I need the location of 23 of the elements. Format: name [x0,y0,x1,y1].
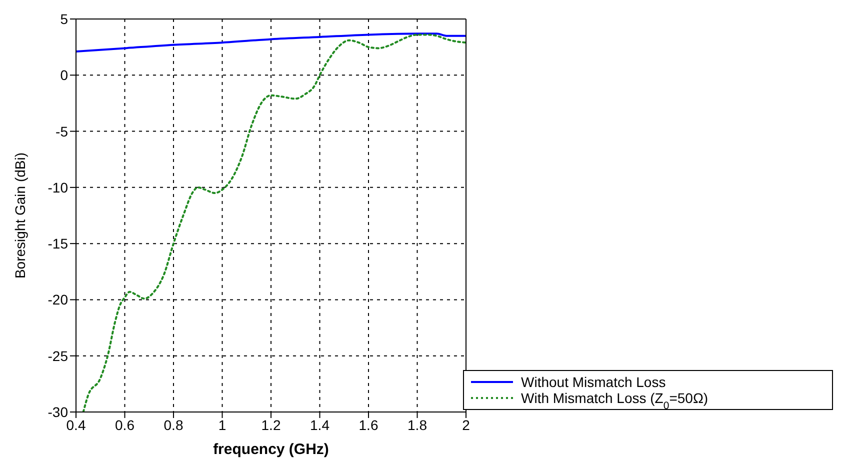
y-tick-label: -15 [48,236,68,252]
x-tick-label: 0.4 [66,416,86,433]
x-tick-label: 0.8 [164,416,184,433]
y-tick-label: 0 [60,67,68,84]
line-series [76,32,466,53]
y-tick-label: -10 [48,179,68,196]
y-tick-label: -30 [48,404,68,420]
x-tick-label: 1.2 [261,416,281,433]
x-tick-label: 2 [462,416,470,433]
legend-label: Without Mismatch Loss [521,374,666,390]
x-axis-title: frequency (GHz) [213,441,329,458]
x-tick-label: 1 [218,416,226,433]
x-tick-label: 1.4 [310,416,330,433]
legend-label: With Mismatch Loss (Z$_{0}$=50Ω) [521,390,708,412]
x-tick-label: 1.6 [358,416,378,433]
y-tick-label: -20 [48,292,68,308]
y-tick-label: -5 [56,123,68,140]
x-tick-label: 1.8 [408,416,428,433]
line-series [82,34,466,412]
y-tick-label: -25 [48,348,68,364]
y-tick-label: 5 [60,10,68,27]
y-axis-title: Boresight Gain (dBi) [12,152,28,279]
x-tick-label: 0.6 [115,416,135,433]
